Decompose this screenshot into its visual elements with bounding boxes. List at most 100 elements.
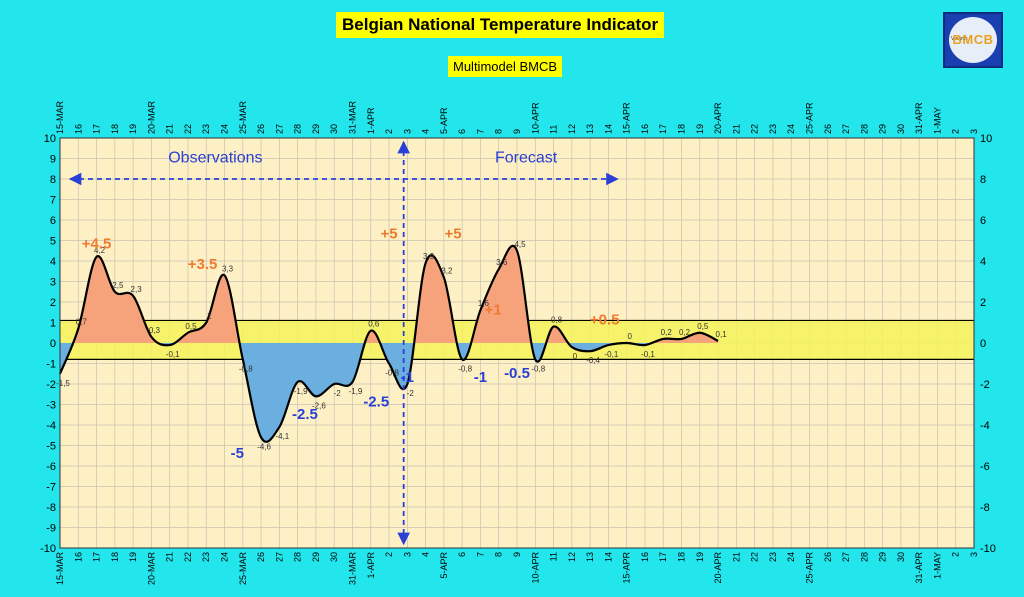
x-tick-label-bottom: 29 <box>311 552 321 562</box>
logo-small-text: Vlaams <box>951 36 968 42</box>
x-tick-label-bottom: 14 <box>603 552 613 562</box>
x-tick-label-top: 16 <box>73 124 83 134</box>
data-point-label: 0 <box>627 332 632 341</box>
data-point-label: -2 <box>334 389 342 398</box>
x-tick-label-top: 29 <box>311 124 321 134</box>
data-point-label: 4,5 <box>514 240 526 249</box>
x-tick-label-top: 23 <box>201 124 211 134</box>
x-tick-label-bottom: 2 <box>951 552 961 557</box>
x-tick-label-top: 31-APR <box>914 102 924 134</box>
data-point-label: 0,3 <box>149 326 161 335</box>
x-tick-label-top: 24 <box>220 124 230 134</box>
x-tick-label-top: 1-APR <box>366 107 376 134</box>
x-tick-label-top: 25-APR <box>804 102 814 134</box>
x-tick-label-bottom: 27 <box>841 552 851 562</box>
x-tick-label-top: 20-APR <box>713 102 723 134</box>
x-tick-label-top: 29 <box>878 124 888 134</box>
data-point-label: -0,8 <box>531 364 545 373</box>
data-point-label: 0,5 <box>185 322 197 331</box>
plot-frame <box>59 137 975 549</box>
x-tick-label-top: 2 <box>384 129 394 134</box>
x-tick-label-bottom: 22 <box>750 552 760 562</box>
x-tick-label-bottom: 2 <box>384 552 394 557</box>
x-tick-label-bottom: 18 <box>677 552 687 562</box>
x-tick-label-bottom: 29 <box>878 552 888 562</box>
x-tick-label-bottom: 26 <box>823 552 833 562</box>
y-tick-label-left: -10 <box>40 543 56 555</box>
x-tick-label-top: 2 <box>951 129 961 134</box>
x-tick-label-top: 22 <box>750 124 760 134</box>
y-tick-label-left: 3 <box>50 277 56 289</box>
x-tick-label-bottom: 22 <box>183 552 193 562</box>
bmcb-logo: Vlaams BMCB <box>943 12 1003 68</box>
y-tick-label-left: -2 <box>46 379 56 391</box>
anomaly-annotation: -2.5 <box>363 394 389 411</box>
period-label: Observations <box>168 150 262 167</box>
anomaly-annotation: +3.5 <box>188 256 218 273</box>
x-tick-label-bottom: 9 <box>512 552 522 557</box>
data-point-label: -1,9 <box>294 387 308 396</box>
x-tick-label-bottom: 1-MAY <box>932 552 942 579</box>
x-tick-label-top: 30 <box>329 124 339 134</box>
x-tick-label-bottom: 3 <box>969 552 979 557</box>
x-tick-label-bottom: 6 <box>457 552 467 557</box>
x-tick-label-top: 26 <box>256 124 266 134</box>
x-tick-label-bottom: 31-APR <box>914 552 924 584</box>
data-point-label: -1,9 <box>349 387 363 396</box>
data-point-label: -0,1 <box>641 350 655 359</box>
anomaly-annotation: +5 <box>444 225 461 242</box>
anomaly-annotation: +0.5 <box>590 312 620 329</box>
data-point-label: 0,1 <box>716 330 728 339</box>
temperature-series-line <box>58 244 719 443</box>
data-point-label: 0,2 <box>661 328 673 337</box>
x-tick-label-top: 8 <box>494 129 504 134</box>
anomaly-annotation: +5 <box>380 225 397 242</box>
x-tick-label-bottom: 15-MAR <box>55 552 65 586</box>
data-point-label: 2,3 <box>131 285 143 294</box>
data-point-label: 2,5 <box>112 281 124 290</box>
data-point-label: 1,6 <box>478 299 490 308</box>
x-tick-label-top: 3 <box>402 129 412 134</box>
x-tick-label-top: 14 <box>603 124 613 134</box>
y-tick-label-left: -6 <box>46 461 56 473</box>
x-tick-label-bottom: 23 <box>768 552 778 562</box>
y-tick-label-left: 7 <box>50 195 56 207</box>
x-tick-label-bottom: 17 <box>658 552 668 562</box>
y-tick-label-right: 10 <box>980 133 992 145</box>
x-tick-label-top: 19 <box>128 124 138 134</box>
y-tick-label-left: -7 <box>46 482 56 494</box>
data-point-label: 3,3 <box>222 264 234 273</box>
x-tick-label-top: 18 <box>110 124 120 134</box>
x-tick-label-bottom: 28 <box>859 552 869 562</box>
x-tick-label-bottom: 20-APR <box>713 552 723 584</box>
y-tick-label-right: 2 <box>980 297 986 309</box>
y-tick-label-right: -6 <box>980 461 990 473</box>
y-tick-label-right: 0 <box>980 338 986 350</box>
anomaly-annotation: +1 <box>485 301 502 318</box>
y-tick-label-right: 4 <box>980 256 986 268</box>
data-point-label: -4,1 <box>275 432 289 441</box>
page-subtitle: Multimodel BMCB <box>448 56 563 77</box>
x-tick-label-top: 24 <box>786 124 796 134</box>
x-tick-label-bottom: 19 <box>695 552 705 562</box>
x-tick-label-top: 12 <box>567 124 577 134</box>
anomaly-annotation: -2.5 <box>292 406 318 423</box>
data-point-label: 3,9 <box>423 252 435 261</box>
data-point-label: -2,6 <box>312 401 326 410</box>
x-tick-label-top: 27 <box>841 124 851 134</box>
x-tick-label-top: 9 <box>512 129 522 134</box>
data-point-label: 4,2 <box>94 246 106 255</box>
x-tick-label-bottom: 7 <box>475 552 485 557</box>
x-tick-label-bottom: 13 <box>585 552 595 562</box>
x-tick-label-top: 21 <box>165 124 175 134</box>
y-tick-label-left: 4 <box>50 256 56 268</box>
x-tick-label-top: 13 <box>585 124 595 134</box>
x-tick-label-bottom: 15-APR <box>622 552 632 584</box>
x-tick-label-bottom: 8 <box>494 552 504 557</box>
x-tick-label-bottom: 19 <box>128 552 138 562</box>
data-point-label: 1 <box>207 312 212 321</box>
x-tick-label-bottom: 3 <box>402 552 412 557</box>
y-tick-label-left: 9 <box>50 154 56 166</box>
x-tick-label-bottom: 28 <box>293 552 303 562</box>
